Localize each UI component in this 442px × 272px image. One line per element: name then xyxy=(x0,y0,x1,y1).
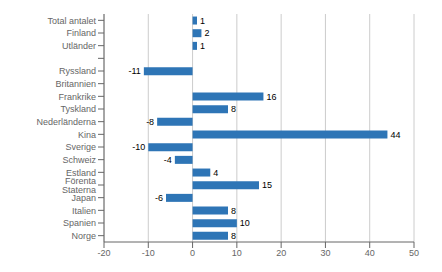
svg-text:-8: -8 xyxy=(146,117,154,127)
svg-text:FörentaStaterna: FörentaStaterna xyxy=(62,176,96,195)
svg-text:1: 1 xyxy=(200,41,205,51)
svg-text:20: 20 xyxy=(276,248,286,258)
svg-text:Ryssland: Ryssland xyxy=(59,66,96,76)
svg-text:40: 40 xyxy=(365,248,375,258)
svg-text:-6: -6 xyxy=(155,193,163,203)
svg-text:Finland: Finland xyxy=(66,28,96,38)
svg-text:4: 4 xyxy=(213,168,218,178)
svg-text:Britannien: Britannien xyxy=(55,79,96,89)
svg-text:Norge: Norge xyxy=(71,231,96,241)
svg-text:-10: -10 xyxy=(142,248,155,258)
svg-text:30: 30 xyxy=(320,248,330,258)
svg-text:10: 10 xyxy=(232,248,242,258)
svg-text:Frankrike: Frankrike xyxy=(58,92,96,102)
svg-text:Utländer: Utländer xyxy=(62,41,96,51)
svg-text:2: 2 xyxy=(204,28,209,38)
svg-text:Schweiz: Schweiz xyxy=(62,155,96,165)
svg-text:0: 0 xyxy=(190,248,195,258)
svg-text:Kina: Kina xyxy=(78,130,96,140)
svg-text:Tyskland: Tyskland xyxy=(60,104,96,114)
svg-text:-4: -4 xyxy=(164,155,172,165)
svg-text:Total antalet: Total antalet xyxy=(47,16,96,26)
svg-text:Estland: Estland xyxy=(66,168,96,178)
svg-text:Japan: Japan xyxy=(71,192,96,203)
svg-text:8: 8 xyxy=(231,231,236,241)
svg-text:Sverige: Sverige xyxy=(65,142,96,152)
svg-text:-10: -10 xyxy=(132,142,145,152)
svg-text:8: 8 xyxy=(231,206,236,216)
svg-text:10: 10 xyxy=(240,218,250,228)
svg-text:15: 15 xyxy=(262,180,272,190)
svg-text:16: 16 xyxy=(266,92,276,102)
svg-text:-20: -20 xyxy=(97,248,110,258)
svg-text:44: 44 xyxy=(390,130,400,140)
svg-text:50: 50 xyxy=(409,248,419,258)
svg-text:-11: -11 xyxy=(129,66,141,76)
svg-text:1: 1 xyxy=(200,16,205,26)
svg-text:Nederländerna: Nederländerna xyxy=(36,117,96,127)
svg-text:Italien: Italien xyxy=(72,206,96,216)
svg-text:Spanien: Spanien xyxy=(63,218,96,228)
svg-text:8: 8 xyxy=(231,104,236,114)
